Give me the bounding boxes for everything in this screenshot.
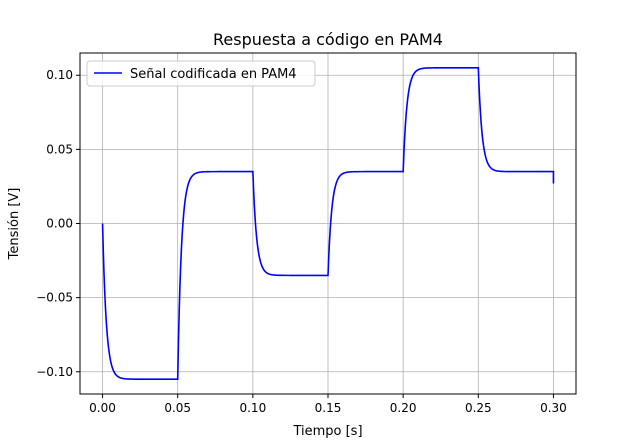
x-tick-label: 0.20 <box>390 401 417 415</box>
plot-frame <box>79 52 577 395</box>
x-tick-label: 0.15 <box>315 401 342 415</box>
chart-title: Respuesta a código en PAM4 <box>213 30 443 49</box>
x-axis-ticks: 0.00 0.05 0.10 0.15 0.20 0.25 0.30 <box>89 394 567 415</box>
x-tick-label: 0.10 <box>239 401 266 415</box>
x-axis-label: Tiempo [s] <box>292 424 362 439</box>
x-tick-label: 0.05 <box>164 401 191 415</box>
y-axis-ticks: −0.10 −0.05 0.00 0.05 0.10 <box>36 68 80 379</box>
y-tick-label: 0.10 <box>46 68 73 82</box>
y-axis-label: Tensión [V] <box>7 188 22 261</box>
grid <box>80 53 576 394</box>
x-tick-label: 0.00 <box>89 401 116 415</box>
legend-box <box>86 60 316 87</box>
legend: Señal codificada en PAM4 <box>86 60 316 87</box>
x-tick-label: 0.30 <box>540 401 567 415</box>
y-tick-label: 0.05 <box>46 142 73 156</box>
y-tick-label: 0.00 <box>46 217 73 231</box>
y-tick-label: −0.05 <box>36 291 73 305</box>
legend-label: Señal codificada en PAM4 <box>130 67 297 82</box>
x-tick-label: 0.25 <box>465 401 492 415</box>
series-line <box>101 67 555 380</box>
y-tick-label: −0.10 <box>36 365 73 379</box>
